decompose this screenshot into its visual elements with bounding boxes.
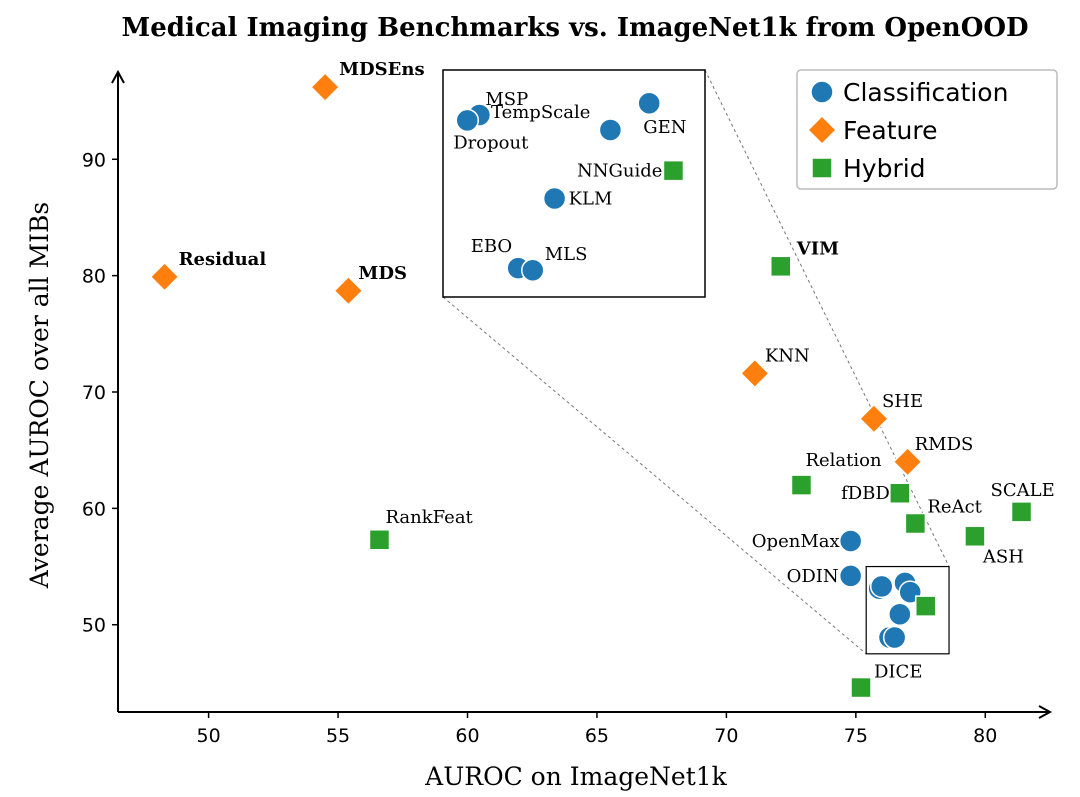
inset-label-dropout: Dropout	[453, 132, 529, 153]
inset-label-ebo: EBO	[471, 236, 512, 257]
inset-panel: MSP Dropout TempScale GEN NNGuide KLM EBO MLS	[442, 69, 706, 298]
x-tick-label: 75	[844, 725, 868, 747]
inset-label-mls: MLS	[545, 244, 588, 265]
legend-marker-hybrid	[811, 157, 833, 179]
cluster-point-5	[888, 602, 912, 627]
zoom-connectors	[442, 69, 950, 655]
legend-label-hybrid: Hybrid	[843, 154, 926, 183]
y-tick-label: 80	[82, 266, 106, 288]
label-residual: Residual	[179, 249, 267, 270]
zoom-connector-left	[442, 296, 867, 655]
label-mds: MDS	[358, 263, 407, 284]
point-scale	[1010, 501, 1033, 523]
point-knn	[739, 358, 770, 389]
inset-point-klm	[542, 186, 567, 211]
inset-label-tempscale: TempScale	[491, 102, 590, 123]
label-rankfeat: RankFeat	[385, 507, 473, 528]
legend-label-classification: Classification	[843, 78, 1008, 107]
x-tick-label: 55	[326, 725, 350, 747]
legend: Classification Feature Hybrid	[796, 69, 1058, 190]
cluster-point-7	[882, 625, 907, 650]
axes: 50 55 60 65 70 75 80 50 60 70 80 90	[82, 69, 1053, 747]
point-fdbd	[889, 482, 911, 504]
inset-label-klm: KLM	[569, 188, 613, 209]
inset-label-msp: MSP	[485, 89, 528, 110]
inset-label-nnguide: NNGuide	[577, 161, 662, 182]
label-ash: ASH	[982, 546, 1024, 567]
x-tick-label: 80	[973, 725, 997, 747]
point-openmax	[838, 529, 863, 553]
x-axis-label: AUROC on ImageNet1k	[424, 762, 728, 791]
label-react: ReAct	[927, 496, 982, 517]
chart-title: Medical Imaging Benchmarks vs. ImageNet1…	[121, 13, 1028, 43]
x-tick-label: 70	[714, 725, 738, 747]
y-axis-label: Average AUROC over all MIBs	[25, 202, 54, 589]
label-fdbd: fDBD	[841, 483, 890, 504]
point-vim	[770, 255, 792, 278]
x-tick-label: 65	[585, 725, 609, 747]
point-mdsens	[310, 72, 341, 103]
point-mds	[333, 275, 364, 306]
point-she	[858, 403, 890, 434]
y-tick-label: 90	[82, 149, 106, 171]
y-tick-label: 70	[82, 382, 106, 404]
inset-point-dropout	[455, 108, 480, 133]
label-relation: Relation	[805, 450, 882, 471]
cluster-point-2	[869, 574, 894, 599]
label-scale: SCALE	[991, 480, 1055, 501]
legend-frame	[796, 69, 1058, 190]
point-labels: OpenMax ODIN MDSEns Residual MDS KNN SHE RMDS VI…	[179, 59, 1055, 682]
data-points: OpenMax ODIN MDSEns Residual MDS KNN SHE RMDS VI…	[149, 59, 1055, 699]
point-react	[904, 512, 927, 535]
x-axis-arrowhead	[1038, 705, 1053, 719]
point-residual	[149, 261, 180, 292]
label-odin: ODIN	[787, 566, 839, 587]
legend-marker-classification	[810, 80, 834, 104]
point-ash	[964, 525, 986, 548]
point-odin	[838, 564, 863, 588]
point-relation	[790, 474, 813, 496]
y-tick-label: 60	[82, 498, 106, 520]
cluster-point-8	[914, 595, 937, 617]
inset-point-tempscale	[598, 118, 623, 142]
zoom-connector-right	[704, 69, 950, 567]
point-dice	[850, 676, 872, 699]
label-openmax: OpenMax	[752, 531, 840, 552]
zoom-source-box	[865, 565, 950, 655]
legend-label-feature: Feature	[843, 116, 937, 145]
label-vim: VIM	[796, 238, 839, 259]
point-rmds	[892, 446, 923, 477]
inset-point-mls	[521, 258, 545, 282]
x-tick-label: 50	[197, 725, 221, 747]
inset-point-gen	[637, 91, 661, 115]
legend-marker-feature	[806, 114, 838, 146]
label-knn: KNN	[765, 345, 810, 366]
inset-point-nnguide	[662, 159, 685, 182]
inset-label-gen: GEN	[643, 117, 686, 138]
y-tick-label: 50	[82, 615, 106, 637]
label-mdsens: MDSEns	[339, 59, 424, 80]
label-she: SHE	[882, 391, 923, 412]
label-rmds: RMDS	[915, 434, 974, 455]
y-axis-arrowhead	[111, 69, 125, 84]
inset-point-labels: MSP Dropout TempScale GEN NNGuide KLM EBO MLS	[453, 89, 686, 265]
point-rankfeat	[368, 529, 391, 551]
label-dice: DICE	[874, 662, 922, 683]
x-tick-label: 60	[455, 725, 479, 747]
